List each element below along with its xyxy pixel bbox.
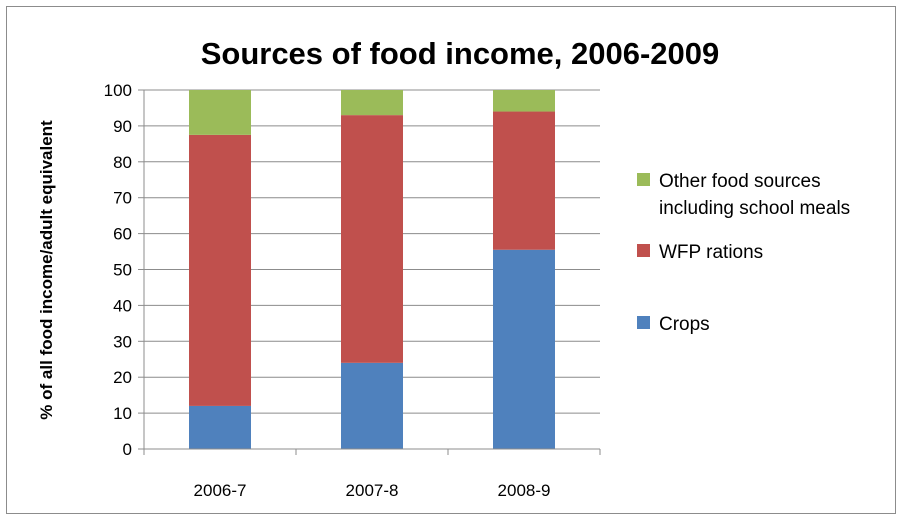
x-tick-label: 2008-9 [498, 481, 551, 500]
x-tick-labels: 2006-7 2007-8 2008-9 [194, 481, 551, 500]
y-axis-label: % of all food income/adult equivalent [37, 120, 56, 420]
y-tick-label: 30 [113, 332, 132, 351]
legend-swatch [637, 244, 650, 257]
y-tick-label: 100 [104, 81, 132, 100]
legend: Other food sources including school meals… [637, 171, 850, 335]
y-tick-label: 60 [113, 225, 132, 244]
y-tick-label: 40 [113, 296, 132, 315]
legend-label: WFP rations [659, 242, 763, 263]
bar-segment [189, 405, 251, 449]
y-tick-label: 0 [123, 440, 132, 459]
chart-title: Sources of food income, 2006-2009 [201, 36, 720, 71]
x-tick-label: 2007-8 [346, 481, 399, 500]
legend-swatch [637, 173, 650, 186]
x-tick-label: 2006-7 [194, 481, 247, 500]
bar-segment [189, 90, 251, 135]
y-tick-label: 20 [113, 368, 132, 387]
chart-frame [6, 6, 896, 514]
bars [189, 90, 555, 449]
y-tick-label: 50 [113, 261, 132, 280]
bar-segment [493, 90, 555, 112]
y-tick-label: 80 [113, 153, 132, 172]
y-tick-label: 10 [113, 404, 132, 423]
bar-segment [493, 249, 555, 449]
y-tick-labels: 0 10 20 30 40 50 60 70 80 90 100 [104, 81, 132, 459]
legend-label: Other food sources [659, 171, 821, 192]
bar-segment [341, 362, 403, 449]
y-tick-label: 70 [113, 189, 132, 208]
bar-segment [341, 115, 403, 363]
y-tick-label: 90 [113, 117, 132, 136]
legend-swatch [637, 316, 650, 329]
bar-segment [493, 111, 555, 250]
legend-label: Crops [659, 314, 710, 335]
axes [143, 90, 601, 455]
legend-label: including school meals [659, 198, 850, 219]
bar-segment [189, 134, 251, 406]
bar-segment [341, 90, 403, 116]
